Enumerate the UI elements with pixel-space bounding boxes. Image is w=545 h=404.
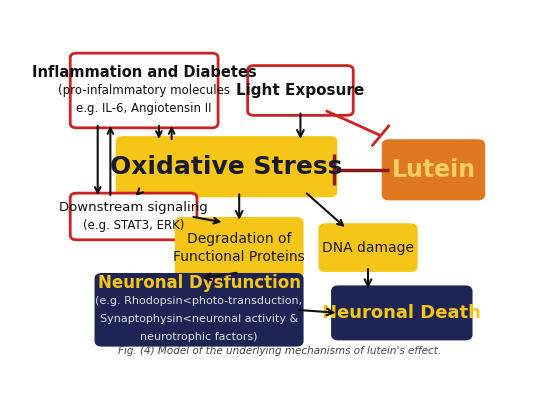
Text: Functional Proteins: Functional Proteins <box>173 250 305 263</box>
Text: Degradation of: Degradation of <box>187 231 292 246</box>
Text: Lutein: Lutein <box>391 158 476 182</box>
Text: Downstream signaling: Downstream signaling <box>59 201 208 214</box>
Text: Synaptophysin<neuronal activity &: Synaptophysin<neuronal activity & <box>100 314 298 324</box>
Text: Inflammation and Diabetes: Inflammation and Diabetes <box>32 65 257 80</box>
Text: Oxidative Stress: Oxidative Stress <box>110 155 343 179</box>
Text: (e.g. Rhodopsin<photo-transduction,: (e.g. Rhodopsin<photo-transduction, <box>95 296 302 306</box>
Text: Light Exposure: Light Exposure <box>237 83 365 98</box>
Text: Neuronal Death: Neuronal Death <box>322 304 481 322</box>
FancyBboxPatch shape <box>70 53 218 128</box>
FancyBboxPatch shape <box>319 224 416 271</box>
Text: (pro-infalmmatory molecules: (pro-infalmmatory molecules <box>58 84 230 97</box>
FancyBboxPatch shape <box>70 193 197 240</box>
FancyBboxPatch shape <box>332 286 471 339</box>
FancyBboxPatch shape <box>95 274 302 345</box>
Text: (e.g. STAT3, ERK): (e.g. STAT3, ERK) <box>83 219 184 232</box>
FancyBboxPatch shape <box>176 218 302 277</box>
Text: Fig. (4) Model of the underlying mechanisms of lutein's effect.: Fig. (4) Model of the underlying mechani… <box>118 347 441 356</box>
FancyBboxPatch shape <box>117 137 336 196</box>
Text: DNA damage: DNA damage <box>322 240 414 255</box>
FancyBboxPatch shape <box>383 140 484 199</box>
Text: Neuronal Dysfunction: Neuronal Dysfunction <box>98 274 300 292</box>
FancyBboxPatch shape <box>247 65 353 116</box>
Text: e.g. IL-6, Angiotensin II: e.g. IL-6, Angiotensin II <box>76 102 212 115</box>
Text: neurotrophic factors): neurotrophic factors) <box>140 332 258 342</box>
